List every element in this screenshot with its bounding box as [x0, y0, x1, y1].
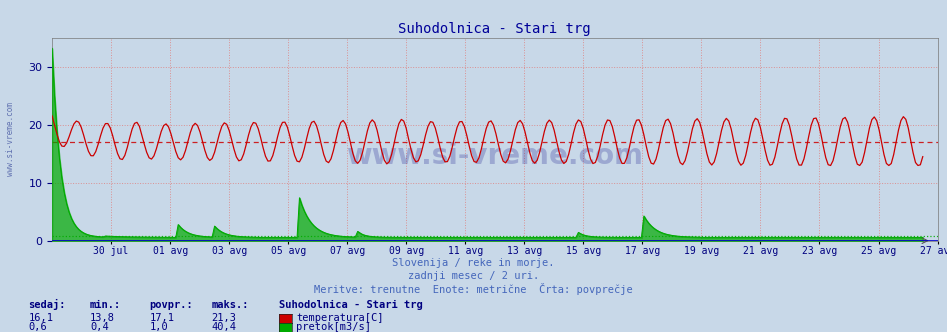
- Text: Slovenija / reke in morje.: Slovenija / reke in morje.: [392, 258, 555, 268]
- Text: sedaj:: sedaj:: [28, 299, 66, 310]
- Text: Meritve: trenutne  Enote: metrične  Črta: povprečje: Meritve: trenutne Enote: metrične Črta: …: [314, 283, 633, 295]
- Text: 21,3: 21,3: [211, 313, 236, 323]
- Text: www.si-vreme.com: www.si-vreme.com: [6, 103, 15, 176]
- Title: Suhodolnica - Stari trg: Suhodolnica - Stari trg: [399, 22, 591, 36]
- Text: 17,1: 17,1: [150, 313, 174, 323]
- Text: Suhodolnica - Stari trg: Suhodolnica - Stari trg: [279, 300, 423, 310]
- Text: 16,1: 16,1: [28, 313, 53, 323]
- Text: min.:: min.:: [90, 300, 121, 310]
- Text: 0,4: 0,4: [90, 322, 109, 332]
- Text: 0,6: 0,6: [28, 322, 47, 332]
- Text: 40,4: 40,4: [211, 322, 236, 332]
- Text: pretok[m3/s]: pretok[m3/s]: [296, 322, 371, 332]
- Text: maks.:: maks.:: [211, 300, 249, 310]
- Text: 1,0: 1,0: [150, 322, 169, 332]
- Text: 13,8: 13,8: [90, 313, 115, 323]
- Text: temperatura[C]: temperatura[C]: [296, 313, 384, 323]
- Text: www.si-vreme.com: www.si-vreme.com: [347, 142, 643, 170]
- Text: zadnji mesec / 2 uri.: zadnji mesec / 2 uri.: [408, 271, 539, 281]
- Text: povpr.:: povpr.:: [150, 300, 193, 310]
